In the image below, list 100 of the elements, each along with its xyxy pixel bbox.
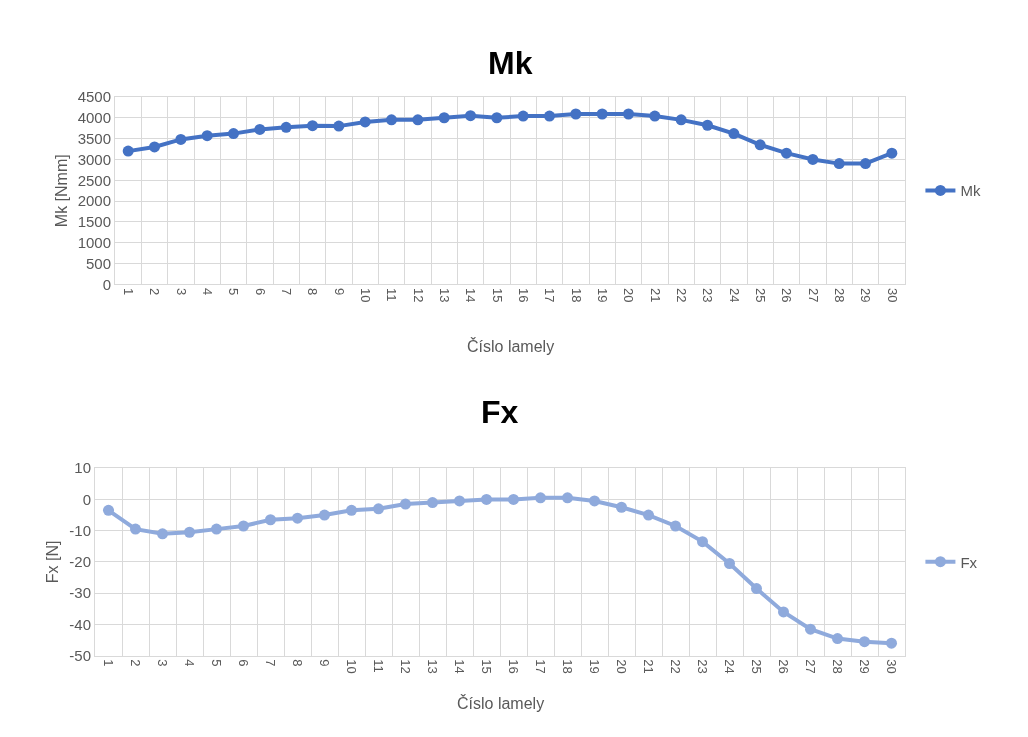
point — [491, 112, 503, 124]
legend-label: Mk — [960, 182, 981, 200]
chart-title: Fx — [481, 394, 519, 430]
point — [570, 108, 582, 120]
x-tick-label: 22 — [668, 659, 684, 674]
point — [228, 128, 239, 140]
point — [373, 503, 384, 515]
point — [175, 133, 187, 145]
y-tick-label: 1500 — [77, 213, 111, 231]
point — [103, 504, 114, 516]
point — [254, 123, 266, 135]
x-tick-label: 9 — [331, 288, 347, 296]
x-tick-label: 21 — [647, 288, 663, 303]
point — [562, 492, 573, 504]
point — [623, 108, 634, 120]
point — [754, 139, 766, 151]
point — [589, 495, 600, 507]
point — [481, 493, 492, 505]
x-tick-label: 28 — [830, 659, 846, 674]
x-tick-label: 15 — [479, 659, 495, 674]
y-tick-label: 0 — [102, 275, 111, 293]
y-tick-label: 2500 — [77, 171, 111, 189]
legend-label: Fx — [960, 553, 978, 571]
y-axis-title: Fx [N] — [44, 540, 62, 584]
point — [454, 495, 465, 507]
y-tick-label: -20 — [69, 553, 91, 571]
chart-title: Mk — [488, 45, 533, 81]
x-tick-label: 14 — [452, 659, 468, 674]
x-tick-label: 2 — [147, 288, 163, 296]
y-tick-label: 4500 — [77, 88, 111, 106]
x-tick-label: 5 — [209, 659, 225, 667]
x-tick-label: 18 — [568, 288, 584, 303]
point — [157, 528, 168, 540]
x-axis-title: Číslo lamely — [467, 337, 555, 355]
x-tick-label: 26 — [776, 659, 792, 674]
point — [201, 130, 213, 142]
x-tick-label: 24 — [726, 288, 742, 303]
point — [386, 114, 397, 126]
x-tick-label: 10 — [357, 288, 373, 303]
x-tick-label: 14 — [463, 288, 479, 303]
point — [238, 520, 249, 532]
x-tick-label: 7 — [263, 659, 279, 667]
point — [535, 492, 546, 504]
x-tick-label: 30 — [884, 659, 900, 674]
x-tick-label: 18 — [560, 659, 576, 674]
x-tick-label: 6 — [252, 288, 268, 296]
x-tick-label: 21 — [641, 659, 657, 674]
point — [616, 501, 627, 513]
y-tick-label: -10 — [69, 521, 91, 539]
point — [211, 523, 222, 535]
x-tick-label: 6 — [236, 659, 252, 667]
point — [265, 514, 276, 526]
y-tick-label: 1000 — [77, 234, 111, 252]
point — [778, 606, 789, 618]
x-tick-label: 17 — [533, 659, 549, 674]
x-tick-label: 19 — [594, 288, 610, 303]
point — [649, 110, 661, 122]
x-tick-label: 25 — [749, 659, 765, 674]
x-tick-label: 15 — [489, 288, 505, 303]
point — [465, 110, 476, 122]
point — [438, 112, 450, 124]
point — [333, 120, 345, 132]
x-tick-label: 17 — [542, 288, 558, 303]
x-tick-label: 19 — [587, 659, 603, 674]
point — [697, 536, 708, 548]
x-tick-label: 24 — [722, 659, 738, 674]
y-tick-label: -50 — [69, 646, 91, 664]
point — [400, 498, 411, 510]
point — [596, 108, 608, 120]
x-tick-label: 13 — [425, 659, 441, 674]
y-tick-label: 10 — [74, 459, 91, 477]
point — [859, 636, 870, 648]
x-tick-label: 10 — [344, 659, 360, 674]
point — [412, 114, 424, 126]
point — [280, 121, 292, 133]
point — [508, 493, 519, 505]
point — [751, 583, 762, 595]
y-tick-label: 500 — [85, 254, 111, 272]
point — [517, 110, 529, 122]
point — [860, 158, 871, 170]
y-tick-label: 3500 — [77, 129, 111, 147]
y-tick-label: -30 — [69, 584, 91, 602]
x-tick-label: 12 — [410, 288, 426, 303]
x-tick-label: 22 — [673, 288, 689, 303]
x-tick-label: 29 — [858, 288, 874, 303]
point — [781, 147, 792, 159]
x-tick-label: 7 — [278, 288, 294, 296]
x-tick-label: 16 — [506, 659, 522, 674]
x-tick-label: 20 — [614, 659, 630, 674]
x-tick-label: 5 — [226, 288, 242, 296]
point — [670, 520, 681, 532]
point — [832, 633, 843, 645]
x-tick-label: 3 — [173, 288, 189, 296]
x-axis-title: Číslo lamely — [457, 694, 545, 712]
x-tick-label: 27 — [803, 659, 819, 674]
point — [728, 128, 740, 140]
x-tick-label: 20 — [621, 288, 637, 303]
point — [886, 637, 897, 649]
point — [122, 145, 134, 157]
x-tick-label: 4 — [182, 659, 198, 667]
